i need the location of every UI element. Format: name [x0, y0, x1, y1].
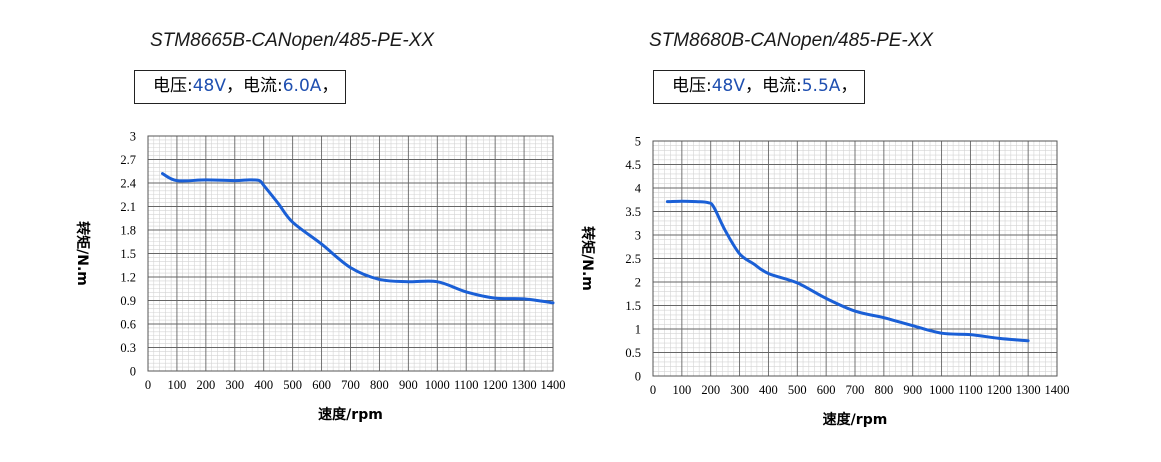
x-tick-label: 400: [254, 378, 273, 392]
x-tick-label: 500: [788, 383, 807, 397]
x-tick-label: 1300: [512, 378, 537, 392]
x-tick-label: 200: [196, 378, 215, 392]
y-tick-label: 4.5: [625, 158, 641, 172]
separator-end: ，: [840, 76, 858, 96]
y-tick-label: 3.5: [625, 205, 641, 219]
x-tick-label: 0: [145, 378, 151, 392]
x-tick-label: 300: [730, 383, 749, 397]
y-axis-title: 转矩/N.m: [74, 221, 91, 286]
voltage-value: 48V: [711, 76, 745, 96]
y-tick-label: 2: [635, 276, 641, 290]
chart-panel-2: STM8680B-CANopen/485-PE-XX 电压:48V，电流:5.5…: [579, 0, 1161, 462]
x-tick-label: 100: [168, 378, 187, 392]
y-tick-label: 0.9: [120, 294, 136, 308]
voltage-value: 48V: [192, 76, 226, 96]
y-tick-label: 3: [130, 130, 136, 144]
y-tick-label: 2.1: [120, 200, 136, 214]
x-tick-label: 900: [903, 383, 922, 397]
x-tick-label: 700: [341, 378, 360, 392]
y-tick-label: 0: [635, 370, 641, 384]
x-tick-label: 1400: [1045, 383, 1070, 397]
x-tick-label: 1000: [929, 383, 954, 397]
y-tick-label: 0.3: [120, 341, 136, 355]
plot-border: [147, 135, 554, 372]
x-tick-label: 0: [650, 383, 656, 397]
x-tick-label: 500: [283, 378, 302, 392]
spec-box: 电压:48V，电流:6.0A，: [134, 70, 346, 104]
separator-end: ，: [321, 76, 339, 96]
model-title: STM8665B-CANopen/485-PE-XX: [150, 30, 435, 51]
y-tick-label: 0.6: [120, 318, 136, 332]
y-tick-label: 2.5: [625, 252, 641, 266]
x-tick-label: 1100: [454, 378, 479, 392]
separator: ，: [226, 76, 243, 96]
voltage-label: 电压:: [672, 76, 712, 96]
y-tick-label: 0.5: [625, 346, 641, 360]
y-tick-label: 1.8: [120, 224, 136, 238]
y-tick-label: 1.2: [120, 271, 136, 285]
x-tick-label: 600: [312, 378, 331, 392]
torque-series-line: [665, 199, 1030, 343]
y-tick-label: 0: [130, 365, 136, 379]
x-tick-label: 1100: [958, 383, 983, 397]
spec-box: 电压:48V，电流:5.5A，: [653, 70, 865, 104]
x-tick-label: 900: [399, 378, 418, 392]
x-axis-title: 速度/rpm: [823, 411, 888, 428]
x-tick-label: 100: [672, 383, 691, 397]
x-tick-label: 300: [225, 378, 244, 392]
model-title: STM8680B-CANopen/485-PE-XX: [649, 30, 934, 51]
y-tick-label: 5: [635, 135, 641, 149]
x-tick-label: 1400: [541, 378, 566, 392]
torque-speed-chart: 0 100 200 300 400 500 600 700 800 900 1000 1100 1200…: [579, 135, 1070, 429]
y-tick-label: 1.5: [625, 299, 641, 313]
x-tick-label: 600: [817, 383, 836, 397]
y-tick-label: 2.4: [120, 177, 136, 191]
y-axis-title: 转矩/N.m: [579, 226, 596, 291]
separator: ，: [745, 76, 762, 96]
chart-panel-1: STM8665B-CANopen/485-PE-XX 电压:48V，电流:6.0…: [0, 0, 580, 462]
torque-speed-chart: 0 100 200 300 400 500 600 700 800 900 1000 1100 1200…: [74, 130, 566, 424]
y-tick-label: 1.5: [120, 247, 136, 261]
y-tick-label: 1: [635, 323, 641, 337]
x-tick-label: 1200: [483, 378, 508, 392]
x-tick-label: 700: [846, 383, 865, 397]
torque-series-line: [161, 172, 555, 305]
current-label: 电流:: [243, 76, 283, 96]
y-tick-label: 3: [635, 229, 641, 243]
x-tick-label: 800: [874, 383, 893, 397]
current-label: 电流:: [762, 76, 802, 96]
x-axis-title: 速度/rpm: [318, 406, 383, 423]
y-tick-label: 2.7: [120, 153, 136, 167]
x-tick-label: 400: [759, 383, 778, 397]
current-value: 5.5A: [801, 76, 841, 96]
x-tick-label: 800: [370, 378, 389, 392]
current-value: 6.0A: [282, 76, 322, 96]
voltage-label: 电压:: [153, 76, 193, 96]
y-tick-label: 4: [635, 182, 642, 196]
x-tick-label: 1300: [1016, 383, 1041, 397]
x-tick-label: 200: [701, 383, 720, 397]
x-tick-label: 1200: [987, 383, 1012, 397]
x-tick-label: 1000: [425, 378, 450, 392]
plot-border: [652, 140, 1058, 377]
